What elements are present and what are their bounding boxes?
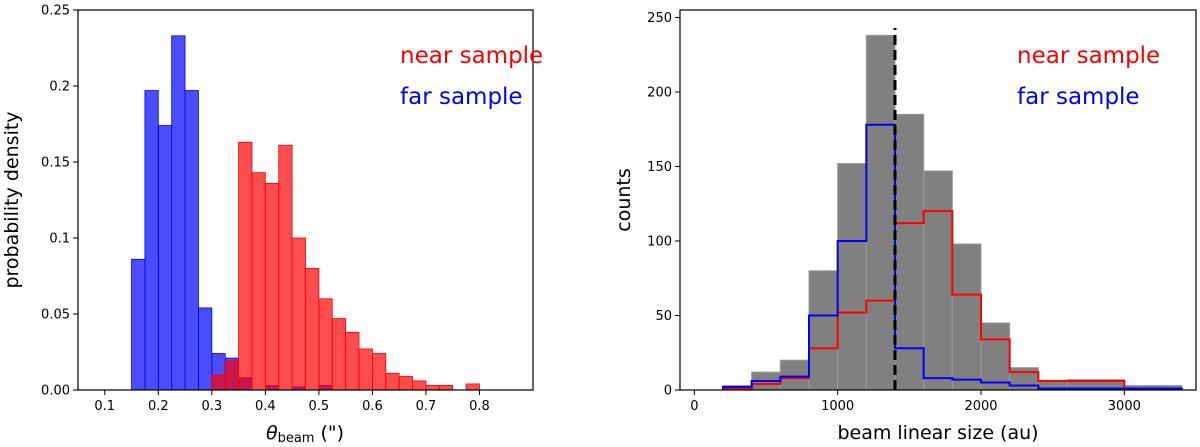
left-x-axis-label-main: θ xyxy=(266,422,278,444)
left-bar-near xyxy=(345,331,360,391)
right-bar-total xyxy=(894,113,925,391)
right-bar-total xyxy=(951,243,982,391)
right-bar-total xyxy=(837,162,867,391)
right-legend-near-sample: near sample xyxy=(1017,43,1160,69)
right-plot-frame xyxy=(679,9,1197,391)
left-x-tick-label: 0.7 xyxy=(416,399,437,414)
right-y-tick-label: 50 xyxy=(655,309,672,324)
left-x-tick-label: 0.8 xyxy=(469,399,490,414)
far-sample-step-line xyxy=(722,123,1183,390)
left-x-ticks: 0.1 0.2 0.3 0.4 0.5 0.6 0.7 0.8 xyxy=(94,390,490,414)
left-bar-far xyxy=(131,258,146,391)
left-histogram-panel: 0.1 0.2 0.3 0.4 0.5 0.6 0.7 0.8 0.00 0.05 0.1 0.15… xyxy=(1,4,543,447)
left-x-tick-label: 0.6 xyxy=(362,399,383,414)
left-x-tick-label: 0.5 xyxy=(309,399,330,414)
left-bar-near xyxy=(278,144,293,391)
right-x-tick-label: 2000 xyxy=(964,399,997,414)
left-bar-near xyxy=(385,372,400,391)
right-legend-far-sample: far sample xyxy=(1017,84,1140,110)
right-x-ticks: 0 1000 2000 3000 xyxy=(690,390,1141,414)
right-x-tick-label: 0 xyxy=(690,399,698,414)
left-bar-near xyxy=(358,348,373,391)
left-legend-near-sample: near sample xyxy=(400,43,543,69)
right-y-tick-label: 250 xyxy=(647,11,672,26)
left-bar-near xyxy=(224,360,239,391)
left-x-axis-label-sub: beam xyxy=(278,431,315,446)
right-y-tick-label: 0 xyxy=(664,384,672,399)
left-bar-near xyxy=(211,374,226,391)
left-bar-near xyxy=(264,182,280,391)
right-bar-total xyxy=(1009,367,1039,391)
left-y-tick-label: 0.15 xyxy=(41,156,70,171)
left-bar-near xyxy=(251,172,266,391)
right-bars xyxy=(722,34,1183,391)
left-y-tick-label: 0.25 xyxy=(41,4,70,19)
left-y-tick-label: 0.05 xyxy=(41,308,70,323)
left-bar-far xyxy=(157,125,173,391)
left-bar-far xyxy=(198,307,213,391)
right-bar-total xyxy=(980,322,1011,391)
left-bar-near xyxy=(372,353,387,391)
right-y-ticks: 0 50 100 150 200 250 xyxy=(647,11,680,399)
right-x-tick-label: 3000 xyxy=(1108,399,1141,414)
left-bar-far xyxy=(184,90,199,391)
left-bar-near xyxy=(318,298,333,391)
left-y-tick-label: 0.1 xyxy=(49,232,70,247)
left-y-ticks: 0.00 0.05 0.1 0.15 0.2 0.25 xyxy=(41,4,78,399)
right-bar-total xyxy=(808,270,839,391)
left-legend-far-sample: far sample xyxy=(400,84,523,110)
left-bar-far xyxy=(171,35,186,391)
left-bar-near xyxy=(398,375,413,391)
left-bar-near xyxy=(425,385,440,391)
left-x-tick-label: 0.3 xyxy=(201,399,222,414)
left-x-tick-label: 0.4 xyxy=(255,399,276,414)
right-y-tick-label: 100 xyxy=(647,234,672,249)
left-plot-frame xyxy=(77,9,534,391)
right-x-tick-label: 1000 xyxy=(821,399,854,414)
left-bar-near xyxy=(465,383,480,391)
right-y-tick-label: 200 xyxy=(647,85,672,100)
left-bar-near xyxy=(412,380,427,391)
left-y-tick-label: 0.2 xyxy=(49,80,70,95)
left-x-axis-label: θbeam (") xyxy=(266,422,344,446)
right-y-axis-label: counts xyxy=(613,168,635,232)
right-bar-total xyxy=(779,359,810,391)
left-x-tick-label: 0.2 xyxy=(148,399,169,414)
left-bars xyxy=(131,35,480,391)
right-histogram-panel: 0 1000 2000 3000 0 50 100 150 200 250 counts bea… xyxy=(613,9,1197,444)
right-bar-total xyxy=(865,34,896,391)
left-bar-near xyxy=(238,141,253,391)
right-y-tick-label: 150 xyxy=(647,160,672,175)
left-y-tick-label: 0.00 xyxy=(41,384,70,399)
left-bar-far xyxy=(144,90,159,391)
left-y-axis-label: probability density xyxy=(1,111,23,288)
right-bar-total xyxy=(923,170,953,391)
left-x-tick-label: 0.1 xyxy=(94,399,115,414)
left-x-axis-label-unit: (") xyxy=(314,422,344,444)
right-x-axis-label: beam linear size (au) xyxy=(837,422,1038,444)
left-bar-near xyxy=(305,267,320,391)
left-bar-near xyxy=(331,318,347,391)
left-bar-near xyxy=(291,237,306,391)
left-bar-near xyxy=(438,385,454,391)
